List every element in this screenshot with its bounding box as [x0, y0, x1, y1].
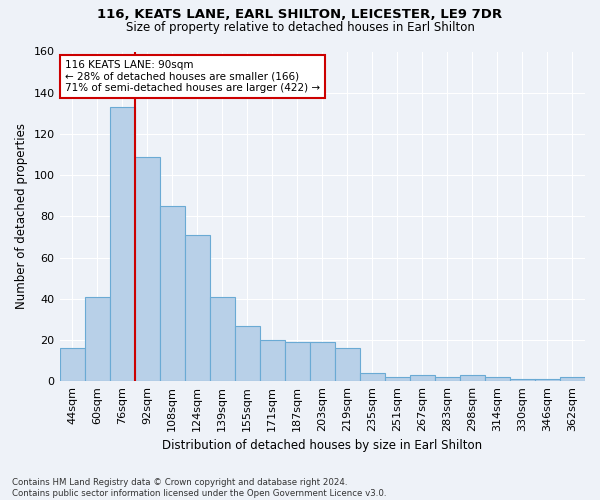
Text: 116 KEATS LANE: 90sqm
← 28% of detached houses are smaller (166)
71% of semi-det: 116 KEATS LANE: 90sqm ← 28% of detached …	[65, 60, 320, 93]
Bar	[385, 377, 410, 381]
Bar	[485, 377, 510, 381]
Y-axis label: Number of detached properties: Number of detached properties	[15, 124, 28, 310]
Bar	[59, 348, 85, 381]
Bar	[134, 156, 160, 381]
Bar	[110, 107, 134, 381]
Text: Contains HM Land Registry data © Crown copyright and database right 2024.
Contai: Contains HM Land Registry data © Crown c…	[12, 478, 386, 498]
Bar	[209, 296, 235, 381]
Bar	[160, 206, 185, 381]
Bar	[560, 377, 585, 381]
Bar	[85, 296, 110, 381]
Bar	[410, 375, 435, 381]
Text: Size of property relative to detached houses in Earl Shilton: Size of property relative to detached ho…	[125, 22, 475, 35]
Bar	[260, 340, 285, 381]
Bar	[285, 342, 310, 381]
X-axis label: Distribution of detached houses by size in Earl Shilton: Distribution of detached houses by size …	[162, 440, 482, 452]
Bar	[510, 379, 535, 381]
Bar	[335, 348, 360, 381]
Bar	[360, 373, 385, 381]
Bar	[185, 235, 209, 381]
Bar	[535, 379, 560, 381]
Text: 116, KEATS LANE, EARL SHILTON, LEICESTER, LE9 7DR: 116, KEATS LANE, EARL SHILTON, LEICESTER…	[97, 8, 503, 20]
Bar	[435, 377, 460, 381]
Bar	[310, 342, 335, 381]
Bar	[460, 375, 485, 381]
Bar	[235, 326, 260, 381]
